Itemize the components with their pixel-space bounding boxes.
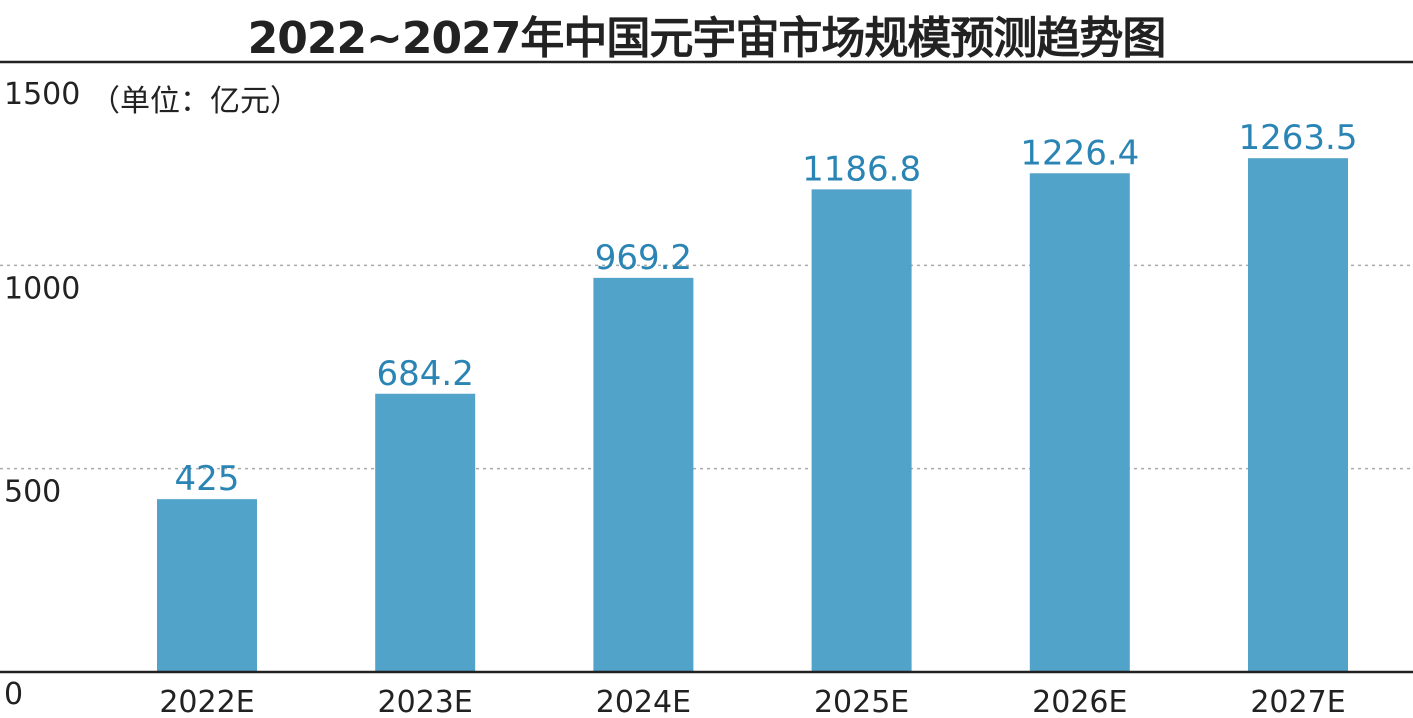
bar-2024E (593, 277, 694, 672)
y-tick-label-500: 500 (4, 475, 61, 510)
x-tick-label-2025E: 2025E (814, 685, 909, 718)
bar-2025E (811, 189, 912, 673)
unit-label: （单位：亿元） (90, 84, 300, 119)
y-tick-label-1500: 1500 (4, 77, 80, 112)
chart-title: 2022~2027年中国元宇宙市场规模预测趋势图 (247, 13, 1167, 64)
bar-2022E (157, 499, 257, 672)
x-tick-label-2026E: 2026E (1032, 685, 1127, 718)
data-label-2025E: 1186.8 (802, 149, 921, 189)
bar-2023E (375, 393, 476, 672)
x-tick-label-2023E: 2023E (378, 685, 473, 718)
x-tick-label-2022E: 2022E (159, 685, 254, 718)
data-label-2027E: 1263.5 (1239, 118, 1358, 158)
data-label-2024E: 969.2 (595, 238, 692, 278)
data-label-2026E: 1226.4 (1020, 133, 1139, 173)
y-tick-label-1000: 1000 (4, 271, 80, 306)
data-label-2023E: 684.2 (377, 354, 474, 394)
bar-2026E (1029, 173, 1130, 673)
x-tick-label-2024E: 2024E (596, 685, 691, 718)
x-tick-label-2027E: 2027E (1250, 685, 1345, 718)
y-tick-label-0: 0 (4, 677, 23, 712)
data-label-2022E: 425 (175, 459, 240, 499)
bar-2027E (1248, 158, 1348, 673)
